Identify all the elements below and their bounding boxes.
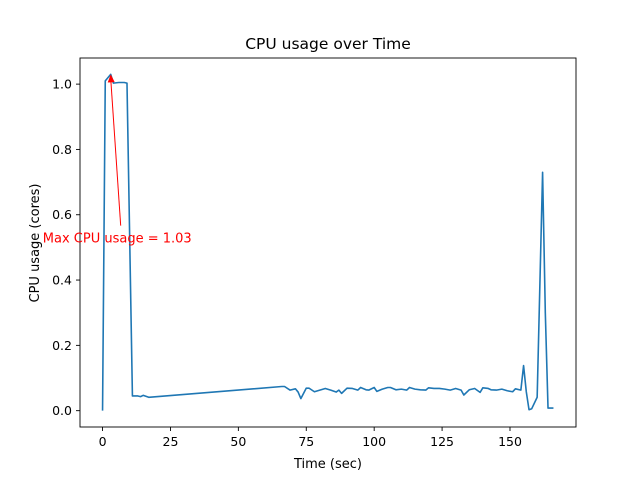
axes-frame — [79, 57, 577, 428]
x-axis-ticks: 0 25 50 75 100 125 150 — [99, 427, 522, 449]
annotation-arrowhead — [107, 74, 115, 83]
y-tick-label: 0.6 — [52, 207, 72, 222]
series-line — [101, 73, 554, 411]
x-tick-label: 50 — [230, 434, 246, 449]
y-tick-label: 0.8 — [52, 142, 72, 157]
x-tick-label: 0 — [99, 434, 107, 449]
x-axis-label: Time (sec) — [293, 457, 362, 472]
y-tick-label: 1.0 — [52, 77, 72, 92]
y-axis-ticks: 0.0 0.2 0.4 0.6 0.8 1.0 — [52, 77, 80, 418]
x-tick-label: 25 — [163, 434, 179, 449]
annotation-text: Max CPU usage = 1.03 — [43, 232, 192, 247]
x-tick-label: 75 — [298, 434, 314, 449]
y-tick-label: 0.2 — [52, 338, 72, 353]
y-tick-label: 0.0 — [52, 403, 72, 418]
plot-area-frame — [79, 57, 577, 428]
annotation-layer: Max CPU usage = 1.03 — [43, 74, 192, 247]
annotation-arrow — [110, 78, 122, 226]
y-axis-label: CPU usage (cores) — [28, 184, 43, 303]
x-tick-label: 100 — [362, 434, 386, 449]
x-tick-label: 150 — [498, 434, 522, 449]
series-layer — [101, 73, 554, 411]
x-tick-label: 125 — [430, 434, 454, 449]
y-tick-label: 0.4 — [52, 273, 72, 288]
chart-title: CPU usage over Time — [245, 35, 411, 53]
